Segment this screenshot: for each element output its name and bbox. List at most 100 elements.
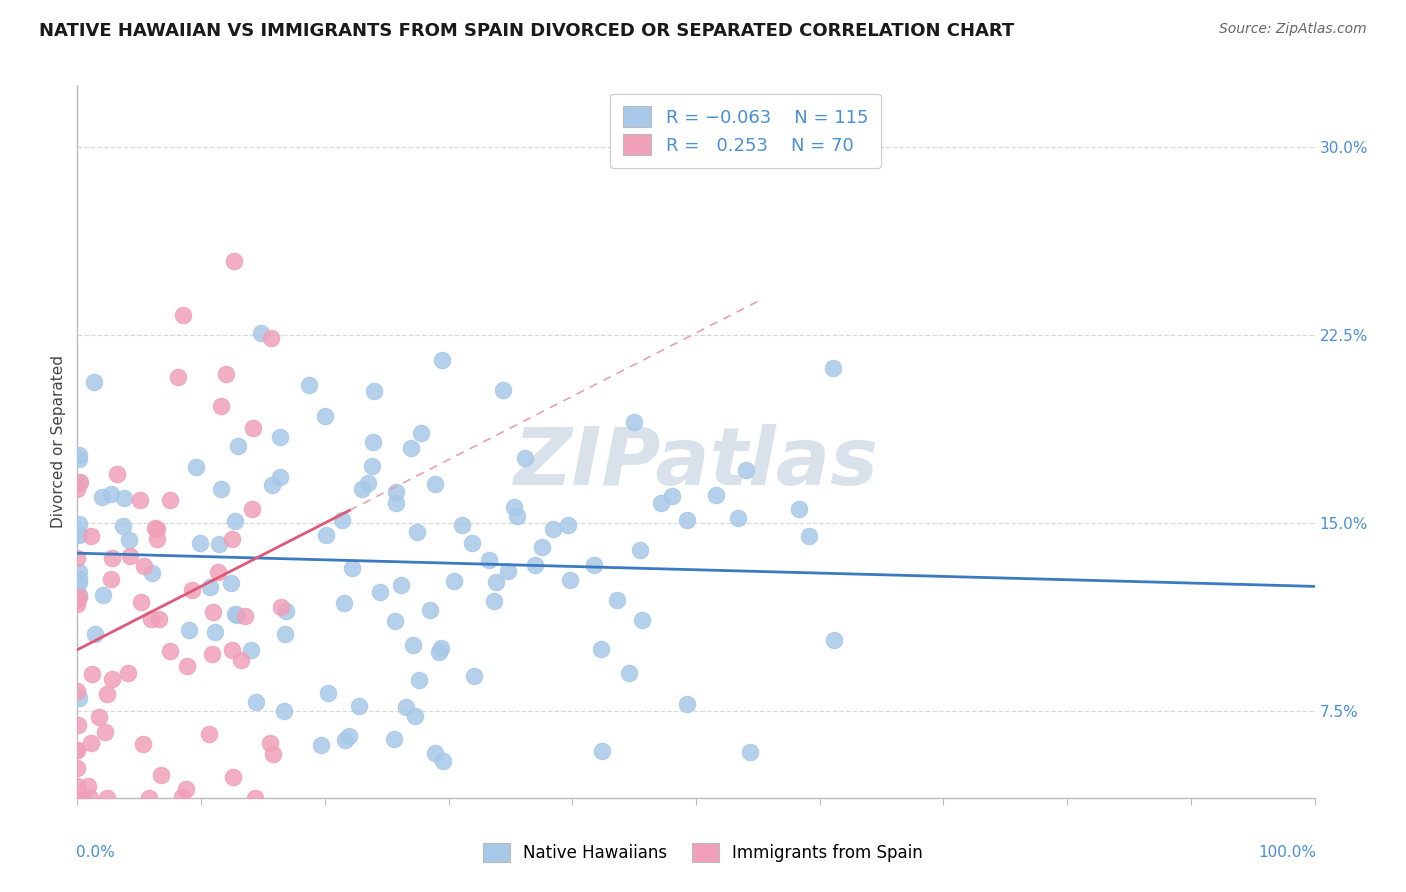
Point [186,459,208,474]
Point [823,360,845,375]
Point [66,791,89,805]
Point [170,789,193,804]
Point [496,564,519,578]
Point [159,643,181,657]
Point [66,791,89,805]
Point [222,254,245,268]
Point [333,732,356,747]
Point [399,442,422,456]
Y-axis label: Divorced or Separated: Divorced or Separated [51,355,66,528]
Point [513,451,536,466]
Point [274,604,297,618]
Point [66,593,89,607]
Point [243,791,266,805]
Point [432,754,454,768]
Point [202,606,225,620]
Point [330,512,353,526]
Point [541,522,564,536]
Point [208,537,231,551]
Point [337,729,360,743]
Point [370,585,392,599]
Point [676,513,699,527]
Point [451,518,474,533]
Point [66,684,89,698]
Point [260,331,283,345]
Point [787,502,810,516]
Point [273,704,295,718]
Point [66,742,89,756]
Point [96,687,118,701]
Point [174,781,197,796]
Point [67,574,90,589]
Point [630,613,652,627]
Point [67,528,90,542]
Point [298,378,321,392]
Point [661,490,683,504]
Point [623,415,645,429]
Point [215,367,238,381]
Point [209,399,232,413]
Point [67,476,90,491]
Point [402,638,425,652]
Point [66,482,89,496]
Point [240,502,263,516]
Point [112,518,135,533]
Point [727,511,749,525]
Point [382,732,405,747]
Point [628,543,651,558]
Point [138,791,160,805]
Point [591,744,613,758]
Point [797,529,820,543]
Point [484,593,506,607]
Point [101,551,124,566]
Point [463,669,485,683]
Point [823,633,845,648]
Point [180,582,202,597]
Point [66,791,89,805]
Point [342,561,364,575]
Point [204,624,226,639]
Point [557,518,579,533]
Point [350,482,373,496]
Point [67,572,90,586]
Point [430,353,453,368]
Point [83,627,105,641]
Point [105,467,128,481]
Point [66,597,89,611]
Point [118,533,141,547]
Point [201,647,224,661]
Point [146,523,169,537]
Point [176,659,198,673]
Point [316,686,339,700]
Point [69,591,91,605]
Point [67,565,90,579]
Point [262,747,284,762]
Point [141,566,163,580]
Point [219,576,242,591]
Point [560,573,582,587]
Point [394,700,416,714]
Point [117,666,139,681]
Point [269,429,291,443]
Point [357,475,380,490]
Point [530,540,553,554]
Point [360,458,382,473]
Point [91,588,114,602]
Point [222,770,245,784]
Point [485,574,508,589]
Point [478,553,501,567]
Point [423,477,446,491]
Point [66,761,89,775]
Point [90,490,112,504]
Point [67,517,90,532]
Point [226,607,249,622]
Point [502,500,524,514]
Point [404,709,426,723]
Point [384,485,406,500]
Point [67,589,90,603]
Text: Source: ZipAtlas.com: Source: ZipAtlas.com [1219,22,1367,37]
Point [66,718,89,732]
Point [120,549,142,563]
Point [221,643,243,657]
Text: 100.0%: 100.0% [1258,845,1316,860]
